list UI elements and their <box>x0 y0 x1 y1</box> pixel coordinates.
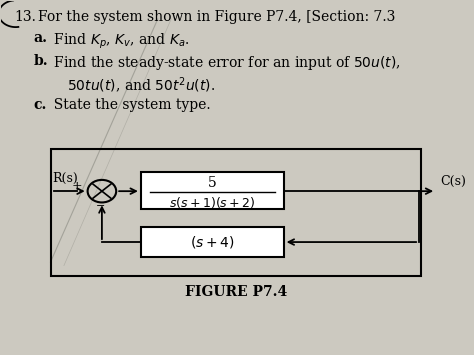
Text: FIGURE P7.4: FIGURE P7.4 <box>185 285 287 299</box>
Text: $s(s + 1)(s+2)$: $s(s + 1)(s+2)$ <box>169 195 255 209</box>
Text: b.: b. <box>34 54 48 68</box>
Text: Find the steady-state error for an input of $50u(t)$,: Find the steady-state error for an input… <box>45 54 401 72</box>
Text: $50tu(t)$, and $50t^2u(t)$.: $50tu(t)$, and $50t^2u(t)$. <box>45 76 215 96</box>
Text: Find $K_p$, $K_v$, and $K_a$.: Find $K_p$, $K_v$, and $K_a$. <box>45 31 190 51</box>
Text: C(s): C(s) <box>440 175 466 188</box>
Text: For the system shown in Figure P7.4, [Section: 7.3: For the system shown in Figure P7.4, [Se… <box>38 10 395 24</box>
Bar <box>141 227 284 257</box>
Text: c.: c. <box>34 98 47 112</box>
Text: 13.: 13. <box>15 10 36 24</box>
Text: State the system type.: State the system type. <box>45 98 211 112</box>
Text: +: + <box>72 180 82 193</box>
Text: −: − <box>95 201 105 211</box>
Bar <box>51 149 421 276</box>
Text: 5: 5 <box>208 176 217 190</box>
Text: $(s + 4)$: $(s + 4)$ <box>190 234 235 250</box>
Text: R(s): R(s) <box>53 172 79 185</box>
Bar <box>141 173 284 209</box>
Text: a.: a. <box>34 31 47 45</box>
